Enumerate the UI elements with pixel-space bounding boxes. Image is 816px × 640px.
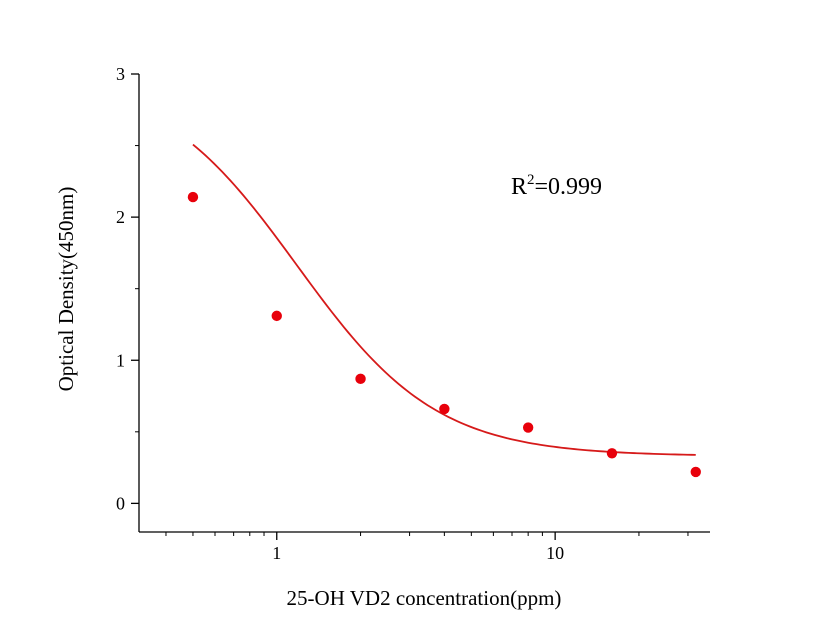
r-squared-base: R [511, 174, 527, 200]
data-point [187, 191, 199, 203]
r-squared-value: =0.999 [535, 174, 603, 200]
data-point [522, 422, 534, 433]
x-tick-label: 1 [272, 543, 281, 563]
data-point [355, 373, 366, 385]
data-points [187, 191, 701, 478]
data-point [439, 403, 450, 415]
y-tick-label: 1 [116, 350, 125, 370]
y-tick-label: 2 [116, 207, 125, 227]
y-axis: 0 1 2 3 [116, 64, 140, 532]
x-tick-label: 10 [546, 543, 564, 563]
data-point [690, 466, 701, 478]
r-squared-sup: 2 [527, 172, 535, 188]
data-point [271, 310, 282, 322]
y-axis-title: Optical Density(450nm) [54, 187, 78, 392]
x-axis: 1 10 [139, 531, 710, 563]
y-tick-label: 3 [116, 64, 125, 84]
data-point [606, 448, 618, 459]
r-squared-annotation: R2=0.999 [511, 172, 602, 200]
x-axis-title: 25-OH VD2 concentration(ppm) [287, 586, 562, 610]
y-tick-label: 0 [116, 493, 125, 513]
